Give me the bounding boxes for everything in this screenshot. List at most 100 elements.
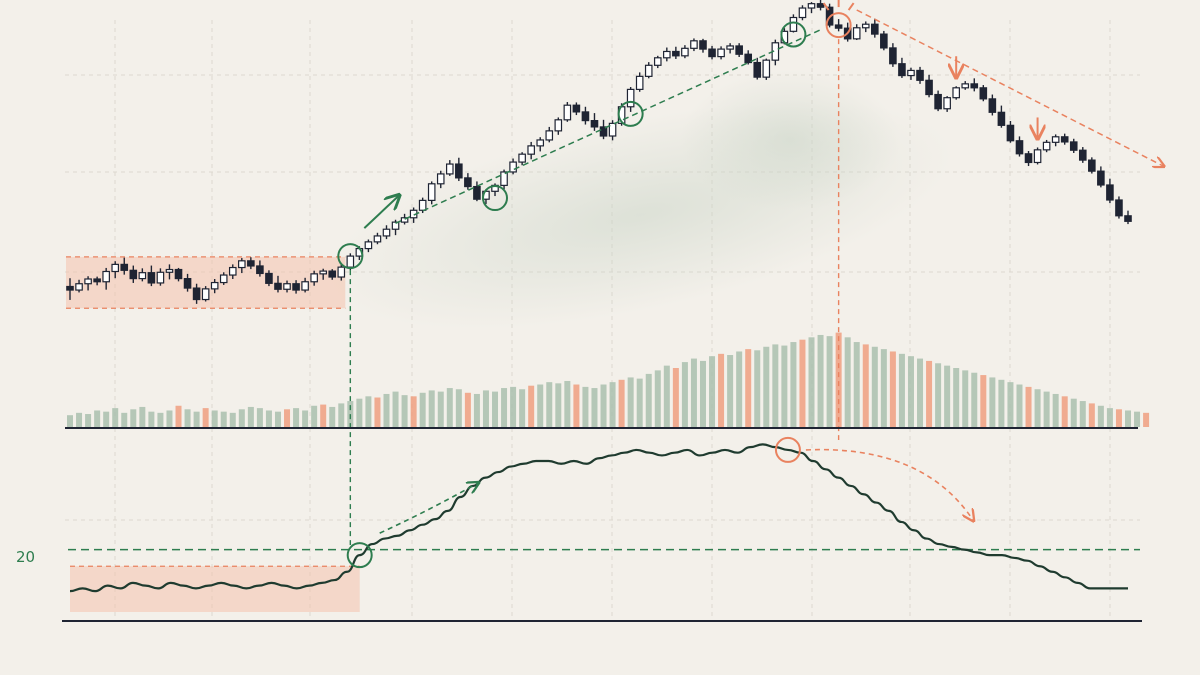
- volume-bar: [320, 404, 327, 427]
- volume-bar: [220, 411, 227, 427]
- volume-bar: [573, 384, 580, 427]
- downtrend-line: [856, 9, 1163, 166]
- volume-bar: [772, 344, 779, 427]
- volume-bar: [627, 377, 634, 427]
- candle-bearish: [672, 50, 680, 57]
- volume-bar: [1025, 386, 1032, 427]
- volume-bar: [482, 390, 489, 427]
- volume-bar: [962, 370, 969, 427]
- volume-bar: [510, 386, 517, 427]
- candle-bullish: [1042, 141, 1051, 151]
- volume-bar: [645, 373, 652, 427]
- volume-bar: [799, 339, 806, 427]
- volume-bar: [917, 358, 924, 427]
- candle-bullish: [346, 255, 355, 268]
- volume-bars: [67, 332, 1150, 427]
- candle-bearish: [997, 111, 1006, 126]
- volume-bar: [1061, 396, 1068, 427]
- volume-bar: [1088, 403, 1095, 427]
- candle-bullish: [382, 228, 391, 237]
- candle-bearish: [192, 287, 201, 301]
- volume-bar: [1079, 401, 1086, 427]
- volume-bar: [419, 392, 426, 427]
- volume-bar: [347, 401, 354, 427]
- volume-bar: [311, 405, 318, 427]
- volume-bar: [94, 410, 101, 427]
- volume-bar: [546, 382, 553, 427]
- axes: [62, 427, 1142, 622]
- volume-bar: [971, 372, 978, 427]
- volume-bar: [808, 337, 815, 427]
- volume-bar: [944, 365, 951, 427]
- pullback-circle: [780, 21, 807, 48]
- volume-bar: [699, 360, 706, 427]
- peak-circle: [825, 12, 852, 39]
- candle-bearish: [699, 40, 707, 50]
- candle-bullish: [201, 288, 210, 301]
- candle-bullish: [653, 57, 662, 66]
- volume-bar: [383, 393, 390, 427]
- volume-bar: [555, 383, 562, 427]
- volume-bar: [302, 410, 309, 427]
- volume-bar: [672, 368, 679, 427]
- candle-bearish: [934, 93, 942, 110]
- volume-bar: [338, 403, 345, 427]
- candlesticks: [66, 0, 1132, 304]
- volume-bar: [473, 393, 480, 427]
- volume-bar: [880, 349, 887, 427]
- volume-bar: [519, 389, 526, 427]
- indicator-panel: 20: [16, 436, 1140, 612]
- volume-bar: [410, 396, 417, 427]
- candle-bearish: [1015, 140, 1024, 155]
- candle-bullish: [943, 97, 951, 110]
- volume-bar: [709, 356, 716, 427]
- volume-bar: [654, 370, 661, 427]
- breakout-circle: [337, 243, 364, 270]
- volume-bar: [166, 410, 173, 427]
- candle-bullish: [518, 153, 526, 163]
- candle-bullish: [545, 130, 554, 141]
- volume-bar: [1016, 384, 1023, 427]
- peak-spark: [847, 2, 855, 11]
- candle-bullish: [861, 23, 870, 29]
- candle-bullish: [102, 270, 110, 283]
- volume-bar: [85, 414, 92, 427]
- volume-bar: [329, 406, 336, 427]
- candle-bearish: [1024, 153, 1033, 164]
- candle-bullish: [500, 171, 508, 186]
- candle-bullish: [75, 283, 83, 291]
- volume-bar: [157, 412, 164, 427]
- candle-bearish: [871, 23, 879, 35]
- candle-bullish: [762, 59, 771, 78]
- candle-bearish: [93, 278, 101, 283]
- volume-bar: [600, 384, 607, 427]
- volume-bar: [193, 411, 200, 427]
- candle-bullish: [635, 75, 644, 90]
- candle-bullish: [373, 235, 382, 243]
- candle-bullish: [436, 173, 445, 185]
- haze-blob: [680, 70, 900, 210]
- volume-bar: [862, 344, 869, 427]
- candle-bearish: [1078, 149, 1087, 161]
- indicator-down-arrow: [805, 448, 973, 520]
- candle-bearish: [1069, 141, 1078, 151]
- candle-bearish: [979, 87, 988, 100]
- candle-bearish: [1060, 136, 1069, 143]
- uptrend-line: [395, 29, 821, 224]
- volume-bar: [229, 412, 236, 427]
- indicator-cross-circle: [346, 542, 373, 569]
- volume-bar: [265, 410, 272, 427]
- volume-bar: [835, 332, 842, 427]
- volume-bar: [365, 396, 372, 427]
- candle-bullish: [427, 183, 436, 201]
- volume-bar: [1143, 412, 1150, 427]
- candle-bullish: [907, 69, 915, 77]
- candle-bullish: [789, 16, 798, 32]
- candle-bearish: [464, 177, 472, 188]
- volume-bar: [1106, 408, 1113, 427]
- volume-bar: [401, 395, 408, 427]
- level-20-label: 20: [16, 548, 35, 566]
- candle-bearish: [292, 283, 300, 291]
